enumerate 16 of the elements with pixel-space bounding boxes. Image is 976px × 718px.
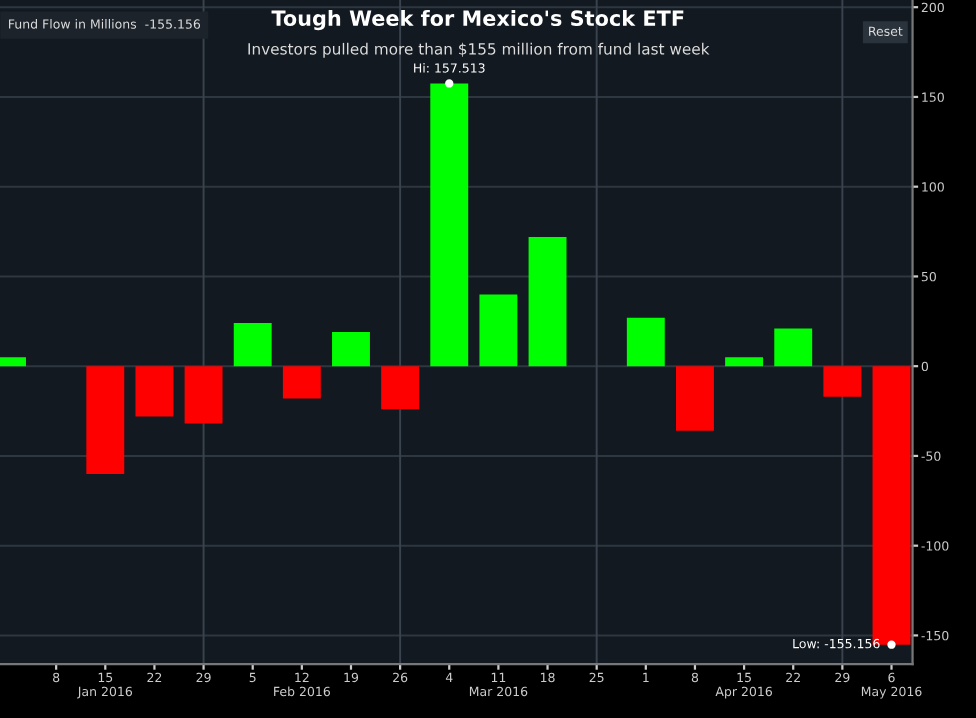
bar xyxy=(823,366,862,397)
bar xyxy=(774,328,813,367)
bar xyxy=(282,366,321,399)
bar xyxy=(233,323,272,367)
bar xyxy=(184,366,223,424)
bar xyxy=(626,317,665,367)
bar xyxy=(332,332,370,367)
bar xyxy=(381,366,420,410)
bar xyxy=(86,366,125,474)
bar xyxy=(676,366,714,431)
bar xyxy=(528,236,567,367)
bar xyxy=(430,83,469,367)
bar xyxy=(725,357,764,367)
bar xyxy=(135,366,174,417)
chart-title: Tough Week for Mexico's Stock ETF xyxy=(271,9,684,31)
bar xyxy=(479,294,518,367)
